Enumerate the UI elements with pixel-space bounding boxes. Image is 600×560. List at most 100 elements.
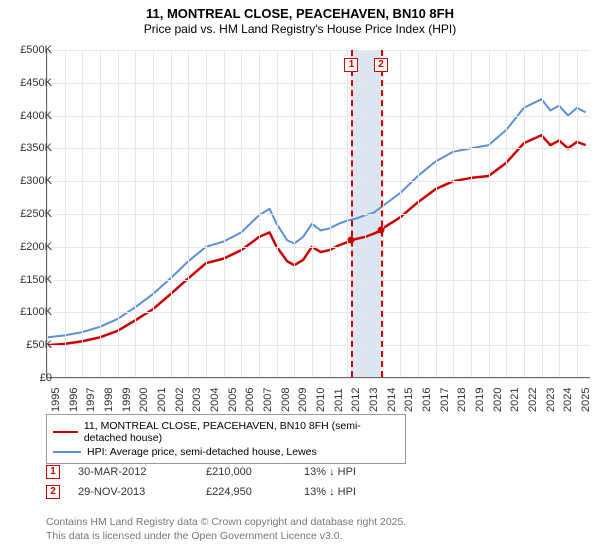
event-delta: 13% ↓ HPI xyxy=(304,466,394,478)
gridline-h xyxy=(47,247,590,248)
event-date: 30-MAR-2012 xyxy=(78,466,188,478)
x-axis-label: 2012 xyxy=(350,388,362,412)
gridline-v xyxy=(418,50,419,377)
x-axis-label: 2023 xyxy=(545,388,557,412)
gridline-v xyxy=(224,50,225,377)
gridline-v xyxy=(82,50,83,377)
y-axis-label: £400K xyxy=(20,110,52,122)
sale-marker xyxy=(377,227,384,234)
x-axis-label: 2022 xyxy=(527,388,539,412)
gridline-v xyxy=(365,50,366,377)
x-axis-label: 2010 xyxy=(315,388,327,412)
x-axis-label: 2004 xyxy=(209,388,221,412)
event-line xyxy=(381,50,383,377)
gridline-v xyxy=(506,50,507,377)
event-marker: 2 xyxy=(374,58,388,72)
x-axis-label: 2009 xyxy=(297,388,309,412)
gridline-h xyxy=(47,148,590,149)
x-axis-label: 1996 xyxy=(68,388,80,412)
legend-swatch xyxy=(53,431,78,433)
page-subtitle: Price paid vs. HM Land Registry's House … xyxy=(0,22,600,36)
x-axis-label: 1995 xyxy=(50,388,62,412)
gridline-v xyxy=(206,50,207,377)
x-axis-label: 1997 xyxy=(85,388,97,412)
gridline-h xyxy=(47,312,590,313)
gridline-h xyxy=(47,214,590,215)
events-table: 130-MAR-2012£210,00013% ↓ HPI229-NOV-201… xyxy=(46,462,394,502)
event-row: 130-MAR-2012£210,00013% ↓ HPI xyxy=(46,462,394,482)
gridline-h xyxy=(47,116,590,117)
y-axis-label: £200K xyxy=(20,241,52,253)
gridline-v xyxy=(135,50,136,377)
x-axis-label: 2000 xyxy=(138,388,150,412)
gridline-v xyxy=(118,50,119,377)
event-row: 229-NOV-2013£224,95013% ↓ HPI xyxy=(46,482,394,502)
legend-item: 11, MONTREAL CLOSE, PEACEHAVEN, BN10 8FH… xyxy=(53,419,399,445)
title-area: 11, MONTREAL CLOSE, PEACEHAVEN, BN10 8FH… xyxy=(0,0,600,36)
x-axis-label: 2015 xyxy=(403,388,415,412)
y-axis-label: £500K xyxy=(20,44,52,56)
event-price: £210,000 xyxy=(206,466,286,478)
x-axis-label: 2006 xyxy=(244,388,256,412)
gridline-v xyxy=(453,50,454,377)
gridline-h xyxy=(47,83,590,84)
gridline-h xyxy=(47,378,590,379)
gridline-v xyxy=(294,50,295,377)
y-axis-label: £150K xyxy=(20,274,52,286)
legend-box: 11, MONTREAL CLOSE, PEACEHAVEN, BN10 8FH… xyxy=(46,414,406,464)
gridline-v xyxy=(153,50,154,377)
legend-label: 11, MONTREAL CLOSE, PEACEHAVEN, BN10 8FH… xyxy=(84,420,399,444)
x-axis-label: 2002 xyxy=(174,388,186,412)
x-axis-label: 2013 xyxy=(368,388,380,412)
x-axis-label: 2007 xyxy=(262,388,274,412)
y-axis-label: £50K xyxy=(26,339,52,351)
legend-item: HPI: Average price, semi-detached house,… xyxy=(53,445,399,459)
chart-container: 11, MONTREAL CLOSE, PEACEHAVEN, BN10 8FH… xyxy=(0,0,600,560)
page-title: 11, MONTREAL CLOSE, PEACEHAVEN, BN10 8FH xyxy=(0,6,600,21)
x-axis-label: 2005 xyxy=(227,388,239,412)
legend-swatch xyxy=(53,451,81,453)
attribution: Contains HM Land Registry data © Crown c… xyxy=(46,516,406,543)
x-axis-label: 2025 xyxy=(580,388,592,412)
gridline-v xyxy=(489,50,490,377)
x-axis-label: 2017 xyxy=(439,388,451,412)
x-axis-label: 2001 xyxy=(156,388,168,412)
y-axis-label: £350K xyxy=(20,142,52,154)
x-axis-label: 2020 xyxy=(492,388,504,412)
y-axis-label: £250K xyxy=(20,208,52,220)
gridline-v xyxy=(524,50,525,377)
sale-marker xyxy=(348,237,355,244)
gridline-v xyxy=(100,50,101,377)
line-chart: 12 xyxy=(46,50,590,378)
attribution-line: Contains HM Land Registry data © Crown c… xyxy=(46,516,406,530)
gridline-v xyxy=(347,50,348,377)
event-delta: 13% ↓ HPI xyxy=(304,486,394,498)
event-date: 29-NOV-2013 xyxy=(78,486,188,498)
gridline-v xyxy=(577,50,578,377)
gridline-v xyxy=(312,50,313,377)
gridline-h xyxy=(47,345,590,346)
event-line xyxy=(351,50,353,377)
x-axis-label: 2008 xyxy=(280,388,292,412)
x-axis-label: 1998 xyxy=(103,388,115,412)
event-marker-icon: 2 xyxy=(46,485,60,499)
gridline-h xyxy=(47,181,590,182)
y-axis-label: £100K xyxy=(20,306,52,318)
gridline-h xyxy=(47,280,590,281)
x-axis-label: 2011 xyxy=(333,388,345,412)
x-axis-label: 1999 xyxy=(121,388,133,412)
gridline-v xyxy=(188,50,189,377)
series-line-price_paid xyxy=(47,135,586,345)
series-line-hpi xyxy=(47,99,586,337)
gridline-v xyxy=(559,50,560,377)
gridline-v xyxy=(436,50,437,377)
x-axis-label: 2021 xyxy=(509,388,521,412)
gridline-v xyxy=(400,50,401,377)
gridline-h xyxy=(47,50,590,51)
gridline-v xyxy=(330,50,331,377)
gridline-v xyxy=(241,50,242,377)
gridline-v xyxy=(259,50,260,377)
event-marker: 1 xyxy=(344,58,358,72)
y-axis-label: £0 xyxy=(40,372,52,384)
attribution-line: This data is licensed under the Open Gov… xyxy=(46,530,406,544)
